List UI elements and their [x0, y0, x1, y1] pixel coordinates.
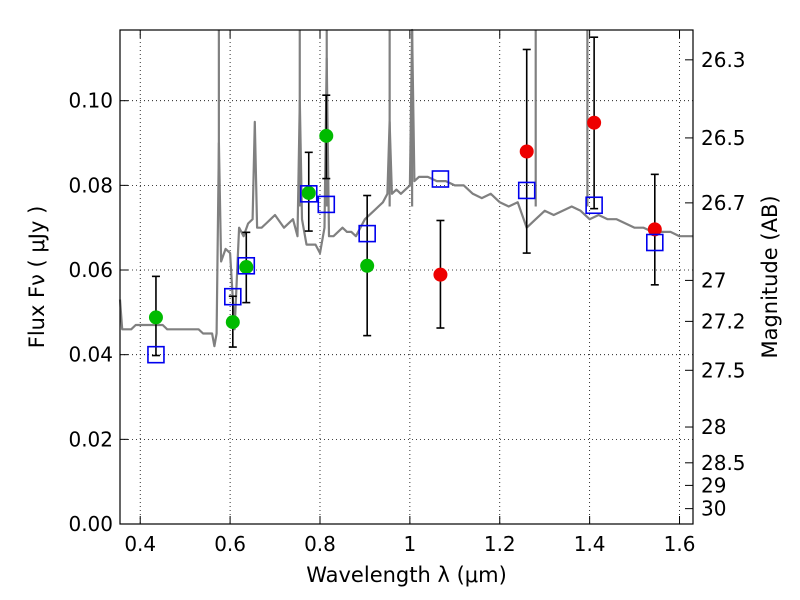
square-marker — [147, 345, 165, 364]
y-tick-label: 0.02 — [68, 427, 113, 451]
grid-lines — [120, 30, 693, 525]
circle-marker — [433, 267, 448, 282]
x-axis-label: Wavelength λ (μm) — [306, 563, 507, 587]
error-bars — [151, 36, 659, 357]
y2-tick-label: 26.5 — [701, 126, 746, 150]
y2-tick-label: 29 — [701, 473, 726, 497]
circle-marker — [587, 115, 602, 130]
y-tick-label: 0.04 — [68, 343, 113, 367]
y2-tick-label: 26.7 — [701, 191, 746, 215]
square-marker — [299, 185, 318, 203]
y2-tick-label: 27.2 — [701, 309, 746, 333]
circle-marker — [319, 128, 334, 143]
y2-tick-label: 26.3 — [701, 48, 746, 72]
y2-tick-label: 28.5 — [701, 451, 746, 475]
circle-marker — [239, 260, 254, 275]
spectrum — [118, 28, 693, 348]
x-tick-label: 0.6 — [214, 532, 246, 556]
circle-marker — [360, 258, 375, 273]
circle-marker — [148, 310, 163, 325]
data-markers — [147, 115, 664, 364]
square-marker — [517, 181, 536, 200]
x-tick-label: 1.2 — [484, 532, 516, 556]
y2-tick-label: 27 — [701, 268, 726, 292]
x-tick-label: 0.4 — [124, 532, 156, 556]
x-tick-label: 1.6 — [664, 532, 696, 556]
y-axis-label: Flux Fν ( μJy ) — [25, 206, 49, 349]
square-marker — [237, 256, 256, 275]
square-marker — [645, 233, 664, 252]
y2-axis-label: Magnitude (AB) — [758, 195, 782, 358]
y2-tick-label: 30 — [701, 497, 726, 521]
y-tick-label: 0.00 — [68, 512, 113, 536]
x-tick-label: 0.8 — [304, 532, 336, 556]
square-marker — [317, 195, 336, 214]
spectrum-line — [118, 28, 693, 348]
circle-marker — [225, 315, 240, 330]
y2-tick-label: 27.5 — [701, 358, 746, 382]
y-tick-label: 0.08 — [68, 173, 113, 197]
y-tick-label: 0.06 — [68, 258, 113, 282]
square-marker — [358, 224, 376, 243]
circle-marker — [301, 185, 316, 200]
square-marker — [431, 170, 450, 188]
x-tick-label: 1 — [404, 532, 417, 556]
circle-marker — [647, 222, 662, 237]
axis-ticks: 0.4 0.6 0.8 1 1.2 1.4 1.6 0.00 0.02 0.04 0.06 0.08 0… — [68, 30, 746, 556]
plot-frame — [119, 29, 694, 525]
y-tick-label: 0.10 — [68, 89, 113, 113]
x-tick-label: 1.4 — [574, 532, 606, 556]
square-marker — [585, 196, 603, 215]
y2-tick-label: 28 — [701, 415, 726, 439]
square-marker — [224, 287, 242, 306]
circle-marker — [519, 144, 534, 159]
